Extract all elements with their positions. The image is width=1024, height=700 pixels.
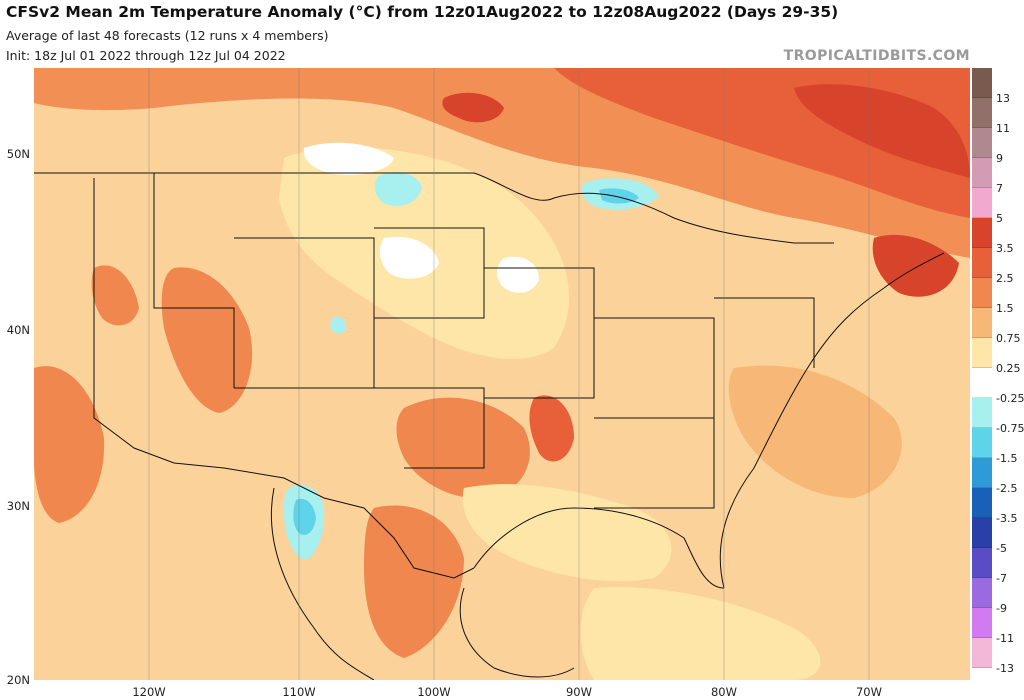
anomaly-field xyxy=(34,68,970,680)
anomaly-caribbean-light xyxy=(580,587,821,680)
brand-watermark: TROPICALTIDBITS.COM xyxy=(783,48,970,64)
colorbar-label: -0.75 xyxy=(996,422,1024,435)
state-line-west xyxy=(153,173,235,388)
colorbar-label: -2.5 xyxy=(996,482,1018,495)
state-line-southern-plains xyxy=(374,387,485,469)
colorbar-label: -13 xyxy=(996,662,1014,675)
anomaly-colorado-cool xyxy=(330,316,347,334)
colorbar-label: 0.75 xyxy=(996,332,1021,345)
colorbar-label: 9 xyxy=(996,152,1003,165)
colorbar-swatch xyxy=(972,428,992,458)
colorbar-swatch xyxy=(972,458,992,488)
us-canada-border xyxy=(34,172,834,244)
anomaly-mexico-hot xyxy=(364,505,464,658)
colorbar-swatch xyxy=(972,158,992,188)
anomaly-northdakota-cool xyxy=(374,172,422,206)
colorbar-label: 0.25 xyxy=(996,362,1021,375)
colorbar-swatch xyxy=(972,578,992,608)
colorbar-label: -5 xyxy=(996,542,1007,555)
temperature-anomaly-map xyxy=(34,68,970,680)
colorbar-label: -7 xyxy=(996,572,1007,585)
state-line-plains xyxy=(374,227,485,319)
anomaly-iowa-neutral xyxy=(496,256,539,293)
colorbar-swatch xyxy=(972,128,992,158)
lon-label-110w: 110W xyxy=(282,685,316,699)
colorbar-swatch xyxy=(972,638,992,668)
colorbar-swatch xyxy=(972,368,992,398)
lon-label-100w: 100W xyxy=(417,685,451,699)
lat-label-20n: 20N xyxy=(6,673,30,687)
colorbar-swatch xyxy=(972,188,992,218)
anomaly-pacific-hot xyxy=(34,366,105,523)
colorbar-swatch xyxy=(972,548,992,578)
map-subtitle-forecasts: Average of last 48 forecasts (12 runs x … xyxy=(6,28,329,43)
colorbar-swatch xyxy=(972,308,992,338)
anomaly-oregon-hot xyxy=(91,265,139,326)
colorbar-label: 5 xyxy=(996,212,1003,225)
east-coast xyxy=(719,252,945,589)
lon-label-90w: 90W xyxy=(565,685,592,699)
colorbar-swatch xyxy=(972,398,992,428)
colorbar-swatch xyxy=(972,518,992,548)
yucatan-coast xyxy=(459,587,575,678)
colorbar-swatch xyxy=(972,68,992,98)
gulf-coast xyxy=(473,507,725,589)
colorbar-label: 3.5 xyxy=(996,242,1014,255)
colorbar-swatch xyxy=(972,98,992,128)
colorbar-label: 2.5 xyxy=(996,272,1014,285)
colorbar-label: 1.5 xyxy=(996,302,1014,315)
lon-label-80w: 80W xyxy=(710,685,737,699)
lat-label-40n: 40N xyxy=(6,323,30,337)
anomaly-montana-neutral xyxy=(303,142,394,175)
colorbar-label: -11 xyxy=(996,632,1014,645)
anomaly-nevada-hot xyxy=(161,267,253,413)
colorbar: 13 11 9 7 5 3.5 2.5 1.5 0.75 0.25 -0.25 -0.75 -1.5 -2… xyxy=(972,68,1024,680)
colorbar-label: 11 xyxy=(996,122,1010,135)
anomaly-hudson-hot xyxy=(442,92,504,123)
lat-label-50n: 50N xyxy=(6,147,30,161)
colorbar-label: -9 xyxy=(996,602,1007,615)
us-mexico-border xyxy=(223,467,475,579)
graticule xyxy=(148,68,870,680)
colorbar-swatch xyxy=(972,488,992,518)
colorbar-swatch xyxy=(972,338,992,368)
anomaly-oklahoma-hot xyxy=(396,397,530,499)
map-title: CFSv2 Mean 2m Temperature Anomaly (°C) f… xyxy=(6,3,839,21)
colorbar-label: -1.5 xyxy=(996,452,1018,465)
anomaly-quebec-hottest xyxy=(794,84,970,178)
colorbar-swatch xyxy=(972,248,992,278)
west-coast xyxy=(93,178,225,469)
map-subtitle-init: Init: 18z Jul 01 2022 through 12z Jul 04… xyxy=(6,48,286,63)
colorbar-label: 7 xyxy=(996,182,1003,195)
lon-label-120w: 120W xyxy=(132,685,166,699)
state-line-southeast xyxy=(594,417,715,509)
colorbar-swatch xyxy=(972,608,992,638)
lon-label-70w: 70W xyxy=(855,685,882,699)
colorbar-label: -3.5 xyxy=(996,512,1018,525)
state-line-midwest xyxy=(484,267,595,399)
boundary-lines xyxy=(34,172,945,680)
lat-label-30n: 30N xyxy=(6,499,30,513)
state-line-mountain xyxy=(234,237,375,389)
colorbar-swatch xyxy=(972,278,992,308)
colorbar-label: 13 xyxy=(996,92,1010,105)
colorbar-swatch xyxy=(972,218,992,248)
state-line-midatlantic xyxy=(714,297,815,368)
anomaly-atlantic-warm xyxy=(728,365,902,498)
anomaly-southdakota-neutral xyxy=(379,236,439,279)
anomaly-arkansas-hotter xyxy=(529,395,574,462)
colorbar-label: -0.25 xyxy=(996,392,1024,405)
mexico-pacific-coast xyxy=(270,487,375,680)
